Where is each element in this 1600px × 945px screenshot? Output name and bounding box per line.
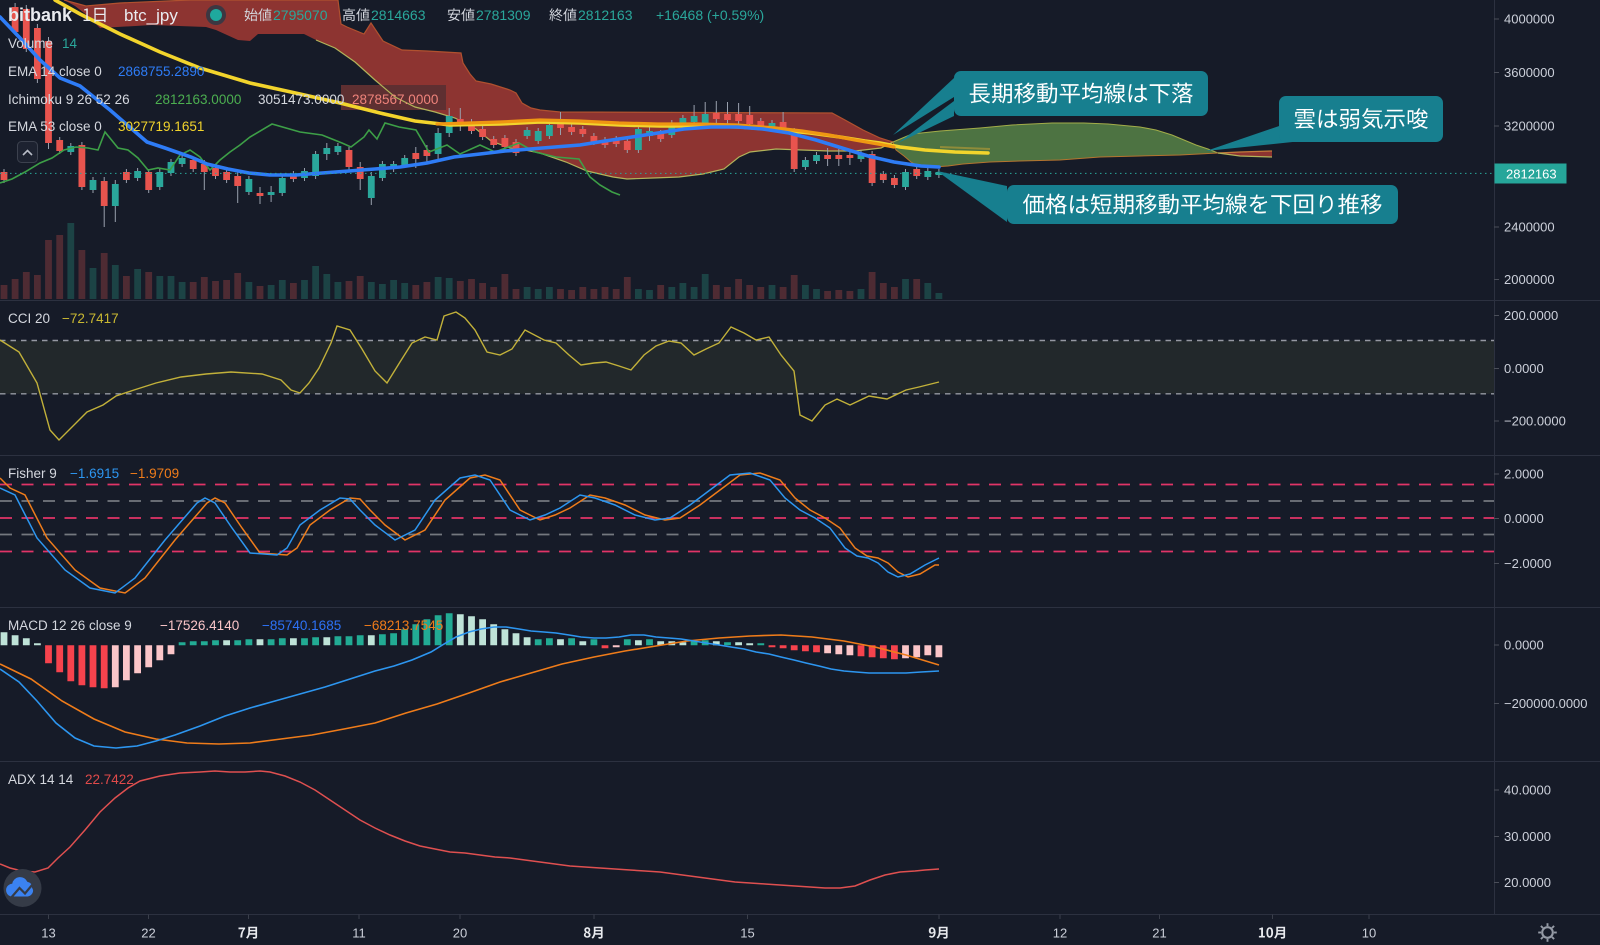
svg-text:CCI 20: CCI 20: [8, 311, 50, 326]
svg-text:MACD 12 26 close 9: MACD 12 26 close 9: [8, 618, 132, 633]
svg-text:Volume: Volume: [8, 36, 53, 51]
svg-text:−85740.1685: −85740.1685: [262, 618, 341, 633]
svg-text:0.0000: 0.0000: [1504, 361, 1544, 376]
svg-text:Fisher 9: Fisher 9: [8, 466, 57, 481]
svg-text:−200000.0000: −200000.0000: [1504, 696, 1588, 711]
svg-text:bitbank: bitbank: [8, 5, 73, 25]
svg-text:2814663: 2814663: [371, 7, 426, 23]
svg-text:11: 11: [352, 926, 366, 941]
svg-text:13: 13: [41, 926, 55, 941]
svg-text:21: 21: [1152, 926, 1166, 941]
svg-text:2878567.0000: 2878567.0000: [352, 92, 438, 107]
svg-text:20: 20: [453, 926, 467, 941]
svg-text:2868755.2890: 2868755.2890: [118, 64, 204, 79]
svg-text:EMA 14 close 0: EMA 14 close 0: [8, 64, 102, 79]
svg-text:3600000: 3600000: [1504, 65, 1555, 80]
svg-text:22: 22: [141, 926, 155, 941]
svg-text:2812163: 2812163: [1506, 167, 1557, 182]
svg-text:−200.0000: −200.0000: [1504, 414, 1566, 429]
svg-text:−72.7417: −72.7417: [62, 311, 119, 326]
svg-text:3027719.1651: 3027719.1651: [118, 119, 204, 134]
svg-text:2781309: 2781309: [476, 7, 531, 23]
svg-text:−17526.4140: −17526.4140: [160, 618, 239, 633]
svg-text:2812163.0000: 2812163.0000: [155, 92, 241, 107]
svg-text:200.0000: 200.0000: [1504, 308, 1558, 323]
svg-text:30.0000: 30.0000: [1504, 829, 1551, 844]
svg-text:0.0000: 0.0000: [1504, 638, 1544, 653]
svg-text:12: 12: [1053, 926, 1067, 941]
svg-text:−1.9709: −1.9709: [130, 466, 179, 481]
svg-text:4000000: 4000000: [1504, 12, 1555, 27]
svg-text:2000000: 2000000: [1504, 272, 1555, 287]
svg-text:14: 14: [62, 36, 78, 51]
svg-text:20.0000: 20.0000: [1504, 875, 1551, 890]
svg-text:15: 15: [740, 926, 754, 941]
svg-text:−68213.7545: −68213.7545: [364, 618, 443, 633]
svg-text:Ichimoku 9 26 52 26: Ichimoku 9 26 52 26: [8, 92, 130, 107]
svg-text:−1.6915: −1.6915: [70, 466, 119, 481]
svg-text:2812163: 2812163: [578, 7, 633, 23]
svg-text:2.0000: 2.0000: [1504, 467, 1544, 482]
svg-text:22.7422: 22.7422: [85, 772, 134, 787]
svg-text:2795070: 2795070: [273, 7, 328, 23]
svg-text:EMA 53 close 0: EMA 53 close 0: [8, 119, 102, 134]
svg-text:3051473.0000: 3051473.0000: [258, 92, 344, 107]
svg-text:−2.0000: −2.0000: [1504, 556, 1551, 571]
svg-text:ADX 14 14: ADX 14 14: [8, 772, 74, 787]
svg-text:40.0000: 40.0000: [1504, 783, 1551, 798]
svg-text:3200000: 3200000: [1504, 119, 1555, 134]
svg-text:+16468 (+0.59%): +16468 (+0.59%): [656, 7, 764, 23]
svg-text:10: 10: [1362, 926, 1376, 941]
svg-text:btc_jpy: btc_jpy: [124, 6, 178, 25]
svg-text:2400000: 2400000: [1504, 220, 1555, 235]
svg-text:0.0000: 0.0000: [1504, 511, 1544, 526]
